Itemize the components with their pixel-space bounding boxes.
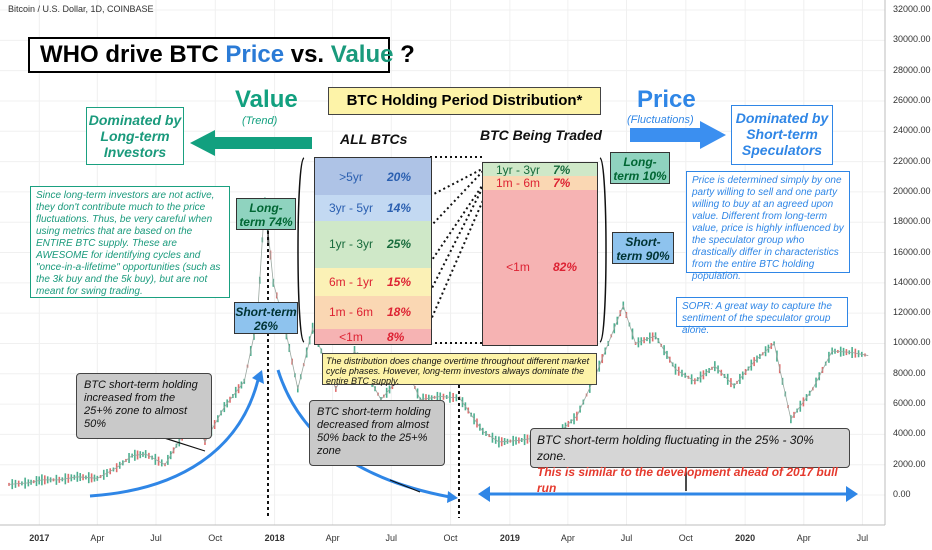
y-tick-label: 20000.00 xyxy=(893,185,931,196)
traded-row-percent: 7% xyxy=(553,175,571,190)
all-btcs-label: ALL BTCs xyxy=(340,131,408,147)
all-row: 3yr - 5yr 14% xyxy=(315,195,431,222)
traded-long-term-tag: Long-term 10% xyxy=(610,152,670,184)
x-tick-label: 2019 xyxy=(499,533,520,543)
all-btc-distribution-table: >5yr 20% 3yr - 5yr 14% 1yr - 3yr 25% 6m - 1yr 1… xyxy=(314,157,432,345)
all-row-label: <1m xyxy=(339,329,363,344)
all-row-percent: 14% xyxy=(387,201,412,216)
price-subheading: (Fluctuations) xyxy=(627,114,694,126)
all-row-percent: 8% xyxy=(387,329,405,344)
range-arrow-right-icon xyxy=(846,486,858,502)
range-arrow-left-icon xyxy=(478,486,490,502)
all-row-percent: 18% xyxy=(387,305,412,320)
x-tick-label: 2018 xyxy=(264,533,285,543)
x-tick-label: Apr xyxy=(796,533,811,543)
y-tick-label: 0.00 xyxy=(893,489,911,499)
fluctuate-line2: This is similar to the development ahead… xyxy=(537,465,838,495)
y-tick-label: 4000.00 xyxy=(893,428,926,439)
traded-row: 1yr - 3yr 7% xyxy=(483,162,597,177)
all-row-label: 1yr - 3yr xyxy=(328,237,373,252)
traded-row-label: 1m - 6m xyxy=(495,175,540,190)
y-tick-label: 28000.00 xyxy=(893,64,931,75)
decrease-pointer-line xyxy=(389,479,421,493)
y-tick-label: 32000.00 xyxy=(893,4,931,14)
all-row: 1yr - 3yr 25% xyxy=(315,221,431,268)
all-btc-bracket xyxy=(297,157,305,343)
traded-row-label: 1yr - 3yr xyxy=(495,162,540,177)
y-tick-label: 30000.00 xyxy=(893,34,931,45)
symbol-header: Bitcoin / U.S. Dollar, 1D, COINBASE xyxy=(8,4,154,14)
traded-row-label: <1m xyxy=(506,260,530,275)
all-row: <1m 8% xyxy=(315,329,431,344)
x-tick-label: Apr xyxy=(560,533,575,543)
y-tick-label: 24000.00 xyxy=(893,125,931,136)
rise-curve-icon xyxy=(89,379,260,498)
all-row: 6m - 1yr 15% xyxy=(315,267,431,296)
distribution-connectors xyxy=(429,156,485,344)
x-tick-label: Oct xyxy=(678,533,693,543)
y-tick-label: 16000.00 xyxy=(893,246,931,257)
rise-curve-head-icon xyxy=(252,370,264,384)
sopr-note: SOPR: A great way to capture the sentime… xyxy=(676,297,848,336)
all-row-label: 1m - 6m xyxy=(328,305,373,320)
x-tick-label: Apr xyxy=(90,533,105,543)
value-subheading: (Trend) xyxy=(242,115,278,127)
y-tick-label: 2000.00 xyxy=(893,458,926,469)
price-arrow-icon xyxy=(630,121,726,149)
fall-curve-head-icon xyxy=(447,491,458,503)
x-tick-label: Oct xyxy=(208,533,223,543)
x-tick-label: Oct xyxy=(443,533,458,543)
x-tick-label: Jul xyxy=(856,533,869,543)
all-row-label: 6m - 1yr xyxy=(328,274,373,289)
traded-row-percent: 7% xyxy=(553,162,571,177)
all-row: 1m - 6m 18% xyxy=(315,295,431,330)
all-row-percent: 20% xyxy=(387,169,412,184)
long-term-note: Since long-term investors are not active… xyxy=(30,186,230,298)
fluctuate-line1: BTC short-term holding fluctuating in th… xyxy=(537,433,814,463)
peak-short-term-tag: Short-term 26% xyxy=(234,302,298,334)
traded-row: <1m 82% xyxy=(483,189,597,345)
x-tick-label: Jul xyxy=(150,533,162,543)
price-heading: Price xyxy=(637,86,696,113)
traded-bracket xyxy=(599,157,607,343)
value-heading: Value xyxy=(235,86,298,113)
y-tick-label: 22000.00 xyxy=(893,155,931,166)
traded-row-percent: 82% xyxy=(553,260,578,275)
traded-btc-distribution-table: 1yr - 3yr 7% 1m - 6m 7% <1m 82% xyxy=(482,162,598,346)
peak-long-term-tag: Long-term 74% xyxy=(236,198,296,230)
y-tick-label: 18000.00 xyxy=(893,216,931,227)
value-dominated-box: Dominated by Long-term Investors xyxy=(86,107,184,165)
x-tick-label: Apr xyxy=(325,533,340,543)
distribution-title: BTC Holding Period Distribution* xyxy=(328,87,601,115)
y-tick-label: 6000.00 xyxy=(893,398,926,409)
y-tick-label: 26000.00 xyxy=(893,94,931,105)
traded-label: BTC Being Traded xyxy=(480,127,602,143)
traded-row: 1m - 6m 7% xyxy=(483,175,597,190)
price-dominated-box: Dominated by Short-term Speculators xyxy=(731,105,833,165)
y-tick-label: 8000.00 xyxy=(893,367,926,378)
y-tick-label: 10000.00 xyxy=(893,337,931,348)
x-tick-label: 2017 xyxy=(29,533,50,543)
fluctuate-callout: BTC short-term holding fluctuating in th… xyxy=(530,428,850,495)
x-tick-label: Jul xyxy=(385,533,398,543)
all-row-percent: 15% xyxy=(387,274,412,289)
increase-callout: BTC short-term holding increased from th… xyxy=(76,373,212,439)
all-row-percent: 25% xyxy=(387,237,412,252)
all-row-label: >5yr xyxy=(339,169,363,184)
distribution-note: The distribution does change overtime th… xyxy=(322,353,597,386)
page-title: WHO drive BTC Price vs. Value ? xyxy=(28,37,415,73)
price-note: Price is determined simply by one party … xyxy=(686,171,850,282)
y-tick-label: 14000.00 xyxy=(893,276,931,287)
traded-short-term-tag: Short-term 90% xyxy=(612,232,674,264)
x-tick-label: Jul xyxy=(620,533,633,543)
all-row: >5yr 20% xyxy=(315,158,431,196)
x-tick-label: 2020 xyxy=(735,533,756,543)
decrease-callout: BTC short-term holding decreased from al… xyxy=(309,400,445,466)
value-arrow-icon xyxy=(190,130,312,156)
all-row-label: 3yr - 5yr xyxy=(328,201,373,216)
y-tick-label: 12000.00 xyxy=(893,307,931,318)
